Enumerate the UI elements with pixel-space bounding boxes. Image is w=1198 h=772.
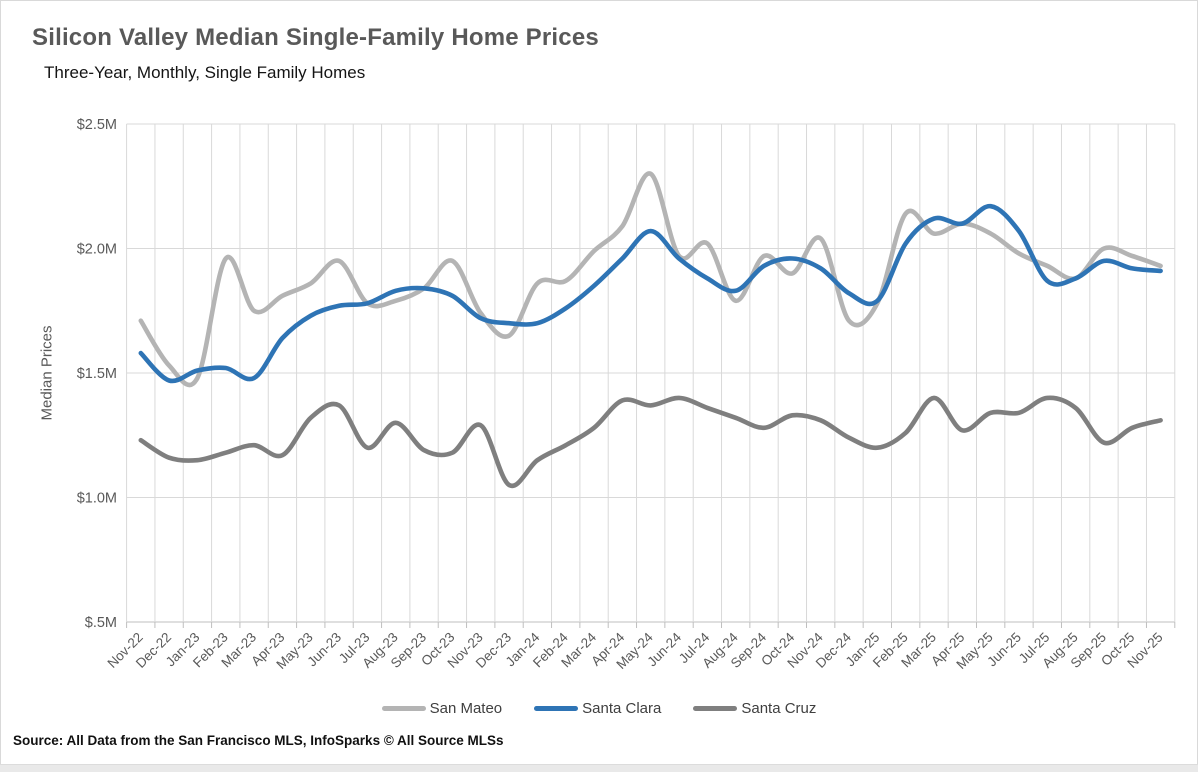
legend: San Mateo Santa Clara Santa Cruz	[0, 700, 1198, 717]
legend-item-santa-clara[interactable]: Santa Clara	[534, 700, 661, 717]
series-line-santa-cruz	[138, 395, 1163, 489]
y-axis-tick-label: $2.5M	[77, 117, 117, 133]
series-line-san-mateo	[138, 171, 1163, 388]
y-axis-tick-label: $.5M	[85, 615, 117, 631]
y-axis-tick-label: $2.0M	[77, 242, 117, 258]
page-subtitle: Three-Year, Monthly, Single Family Homes	[44, 63, 366, 82]
santa-cruz-line-swatch-icon	[693, 706, 738, 711]
source-note: Source: All Data from the San Francisco …	[13, 733, 504, 748]
san-mateo-line-swatch-icon	[381, 706, 426, 711]
series-line-santa-clara	[138, 203, 1163, 384]
legend-item-santa-cruz[interactable]: Santa Cruz	[693, 700, 816, 717]
legend-label-santa-clara: Santa Clara	[582, 700, 662, 717]
santa-clara-line-swatch-icon	[534, 706, 579, 711]
bottom-band	[0, 764, 1198, 772]
page-title: Silicon Valley Median Single-Family Home…	[32, 24, 599, 51]
y-axis-tick-label: $1.0M	[77, 491, 117, 507]
legend-item-san-mateo[interactable]: San Mateo	[381, 700, 503, 717]
legend-label-san-mateo: San Mateo	[429, 700, 503, 717]
y-axis-tick-label: $1.5M	[77, 366, 117, 382]
legend-label-santa-cruz: Santa Cruz	[741, 700, 817, 717]
